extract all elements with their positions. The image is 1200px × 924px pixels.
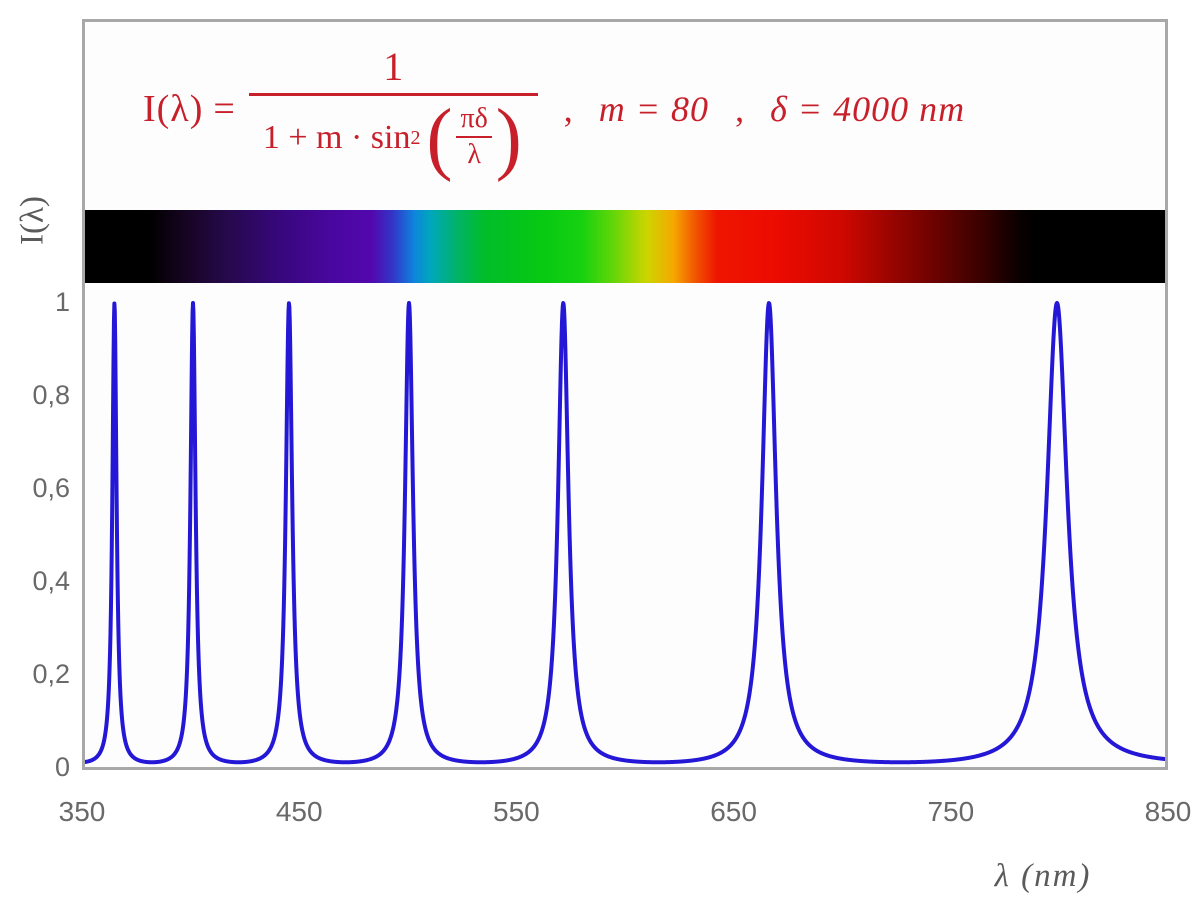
y-tick-label: 0,4 xyxy=(32,565,70,596)
plot-area: I(λ) = 1 1 + m · sin 2 ( πδ λ ) , m = 80 … xyxy=(82,19,1168,770)
inner-denominator: λ xyxy=(456,135,492,171)
y-axis-title: I(λ) xyxy=(14,196,51,245)
visible-spectrum-strip xyxy=(85,210,1165,283)
x-tick-label: 350 xyxy=(58,796,106,827)
y-tick-label: 0 xyxy=(54,751,70,782)
comma: , xyxy=(563,89,573,129)
comma: , xyxy=(735,89,745,129)
x-tick-label: 450 xyxy=(275,796,323,827)
left-paren: ( xyxy=(426,91,453,183)
airy-function-curve xyxy=(85,301,1165,765)
y-tick-label: 0,8 xyxy=(32,379,70,410)
inner-numerator: πδ xyxy=(460,103,488,135)
x-axis-title: λ (nm) xyxy=(994,858,1092,894)
x-tick-label: 650 xyxy=(710,796,757,827)
y-tick-label: 0,2 xyxy=(32,658,70,689)
y-tick-label: 0,6 xyxy=(32,472,70,503)
y-tick-label: 1 xyxy=(54,286,70,317)
formula-equals: = xyxy=(213,88,235,130)
x-tick-label: 850 xyxy=(1144,796,1192,827)
delta-parameter: δ = 4000 nm xyxy=(770,89,966,129)
formula-fraction: 1 1 + m · sin 2 ( πδ λ ) xyxy=(248,44,538,183)
formula-numerator: 1 xyxy=(383,44,404,90)
sin-exponent: 2 xyxy=(410,126,421,149)
m-parameter: m = 80 xyxy=(598,89,710,129)
right-paren: ) xyxy=(495,91,522,183)
curve-path xyxy=(85,301,1165,765)
formula-lhs: I(λ) xyxy=(143,88,204,130)
den-prefix: 1 + m · sin xyxy=(262,118,411,156)
inner-fraction: πδ λ xyxy=(456,103,492,171)
x-tick-label: 550 xyxy=(493,796,540,827)
formula-denominator: 1 + m · sin 2 ( πδ λ ) xyxy=(248,91,538,183)
x-tick-label: 750 xyxy=(927,796,975,827)
formula: I(λ) = 1 1 + m · sin 2 ( πδ λ ) , m = 80 … xyxy=(143,34,965,184)
